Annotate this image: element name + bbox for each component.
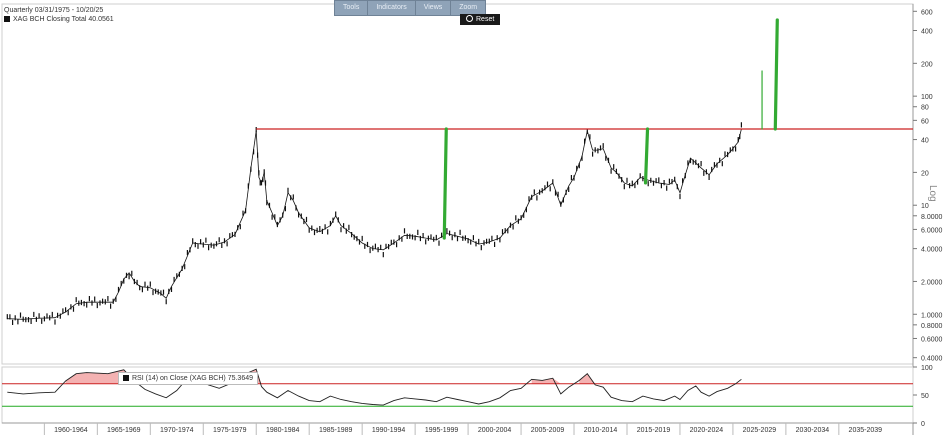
log-scale-label: Log (927, 185, 938, 202)
projection-line-1 (643, 127, 650, 185)
reset-button[interactable]: Reset (460, 14, 501, 25)
y-tick-label: 0.8000 (921, 323, 943, 330)
x-tick-label: 2025-2029 (743, 427, 777, 434)
x-tick-label: 2030-2034 (796, 427, 830, 434)
chart-header: Quarterly 03/31/1975 - 10/20/25 XAG BCH … (4, 6, 114, 24)
y-tick-label: 400 (921, 29, 933, 36)
chart-symbol-text: XAG BCH Closing Total 40.0561 (13, 16, 114, 23)
y-tick-label: 10 (921, 203, 929, 210)
y-tick-label: 8.0000 (921, 214, 943, 221)
projection-line-0 (442, 127, 448, 240)
y-tick-label: 40 (921, 138, 929, 145)
x-tick-label: 1985-1989 (319, 427, 353, 434)
y-tick-label: 1.0000 (921, 312, 943, 319)
y-tick-label: 80 (921, 105, 929, 112)
rsi-series-line (7, 368, 742, 406)
rsi-tick-label: 0 (921, 421, 925, 428)
y-tick-label: 600 (921, 9, 933, 16)
rsi-tick-label: 100 (921, 365, 933, 372)
projection-line-3 (773, 18, 779, 131)
x-tick-label: 1960-1964 (54, 427, 88, 434)
y-tick-label: 2.0000 (921, 279, 943, 286)
x-tick-label: 2000-2004 (478, 427, 512, 434)
main-panel: 600 400 200 100 80 60 40 20 10 8.0000 6.0000 4.0000… (1, 3, 943, 435)
y-tick-label: 20 (921, 170, 929, 177)
price-series-bars (6, 122, 742, 325)
reset-icon (466, 15, 473, 22)
x-tick-label: 1965-1969 (107, 427, 141, 434)
toolbar-indicators-button[interactable]: Indicators (368, 1, 416, 15)
chart-symbol-line: XAG BCH Closing Total 40.0561 (4, 15, 114, 24)
y-tick-label: 0.6000 (921, 336, 943, 343)
y-tick-label: 6.0000 (921, 227, 943, 234)
y-tick-label: 60 (921, 118, 929, 125)
rsi-legend-text: RSI (14) on Close (XAG BCH) 75.3649 (132, 375, 253, 382)
x-tick-label: 2005-2009 (531, 427, 565, 434)
x-tick-label: 2020-2024 (690, 427, 724, 434)
chart-period-line: Quarterly 03/31/1975 - 10/20/25 (4, 7, 104, 14)
x-tick-label: 1995-1999 (425, 427, 459, 434)
y-tick-label: 4.0000 (921, 247, 943, 254)
rsi-legend: RSI (14) on Close (XAG BCH) 75.3649 (118, 372, 258, 385)
series-swatch (4, 16, 10, 23)
x-axis: 1960-1964 1965-1969 1970-1974 1975-1979 1980… (2, 422, 913, 435)
y-tick-label: 200 (921, 61, 933, 68)
y-tick-label: 0.4000 (921, 356, 943, 363)
x-tick-label: 2010-2014 (584, 427, 618, 434)
x-tick-label: 1970-1974 (160, 427, 194, 434)
x-tick-label: 1980-1984 (266, 427, 300, 434)
rsi-swatch (123, 375, 129, 381)
x-tick-label: 1990-1994 (372, 427, 406, 434)
rsi-tick-label: 50 (921, 393, 929, 400)
x-tick-label: 2035-2039 (849, 427, 883, 434)
toolbar-zoom-button[interactable]: Zoom (459, 4, 478, 11)
y-tick-label: 100 (921, 94, 933, 101)
reset-label: Reset (476, 16, 495, 23)
chart-toolbar: Tools Indicators Views Zoom (334, 0, 487, 16)
toolbar-views-button[interactable]: Views (416, 1, 452, 15)
toolbar-tools-button[interactable]: Tools (335, 1, 369, 15)
x-tick-label: 2015-2019 (637, 427, 671, 434)
x-tick-label: 1975-1979 (213, 427, 247, 434)
price-series-line (7, 128, 742, 320)
